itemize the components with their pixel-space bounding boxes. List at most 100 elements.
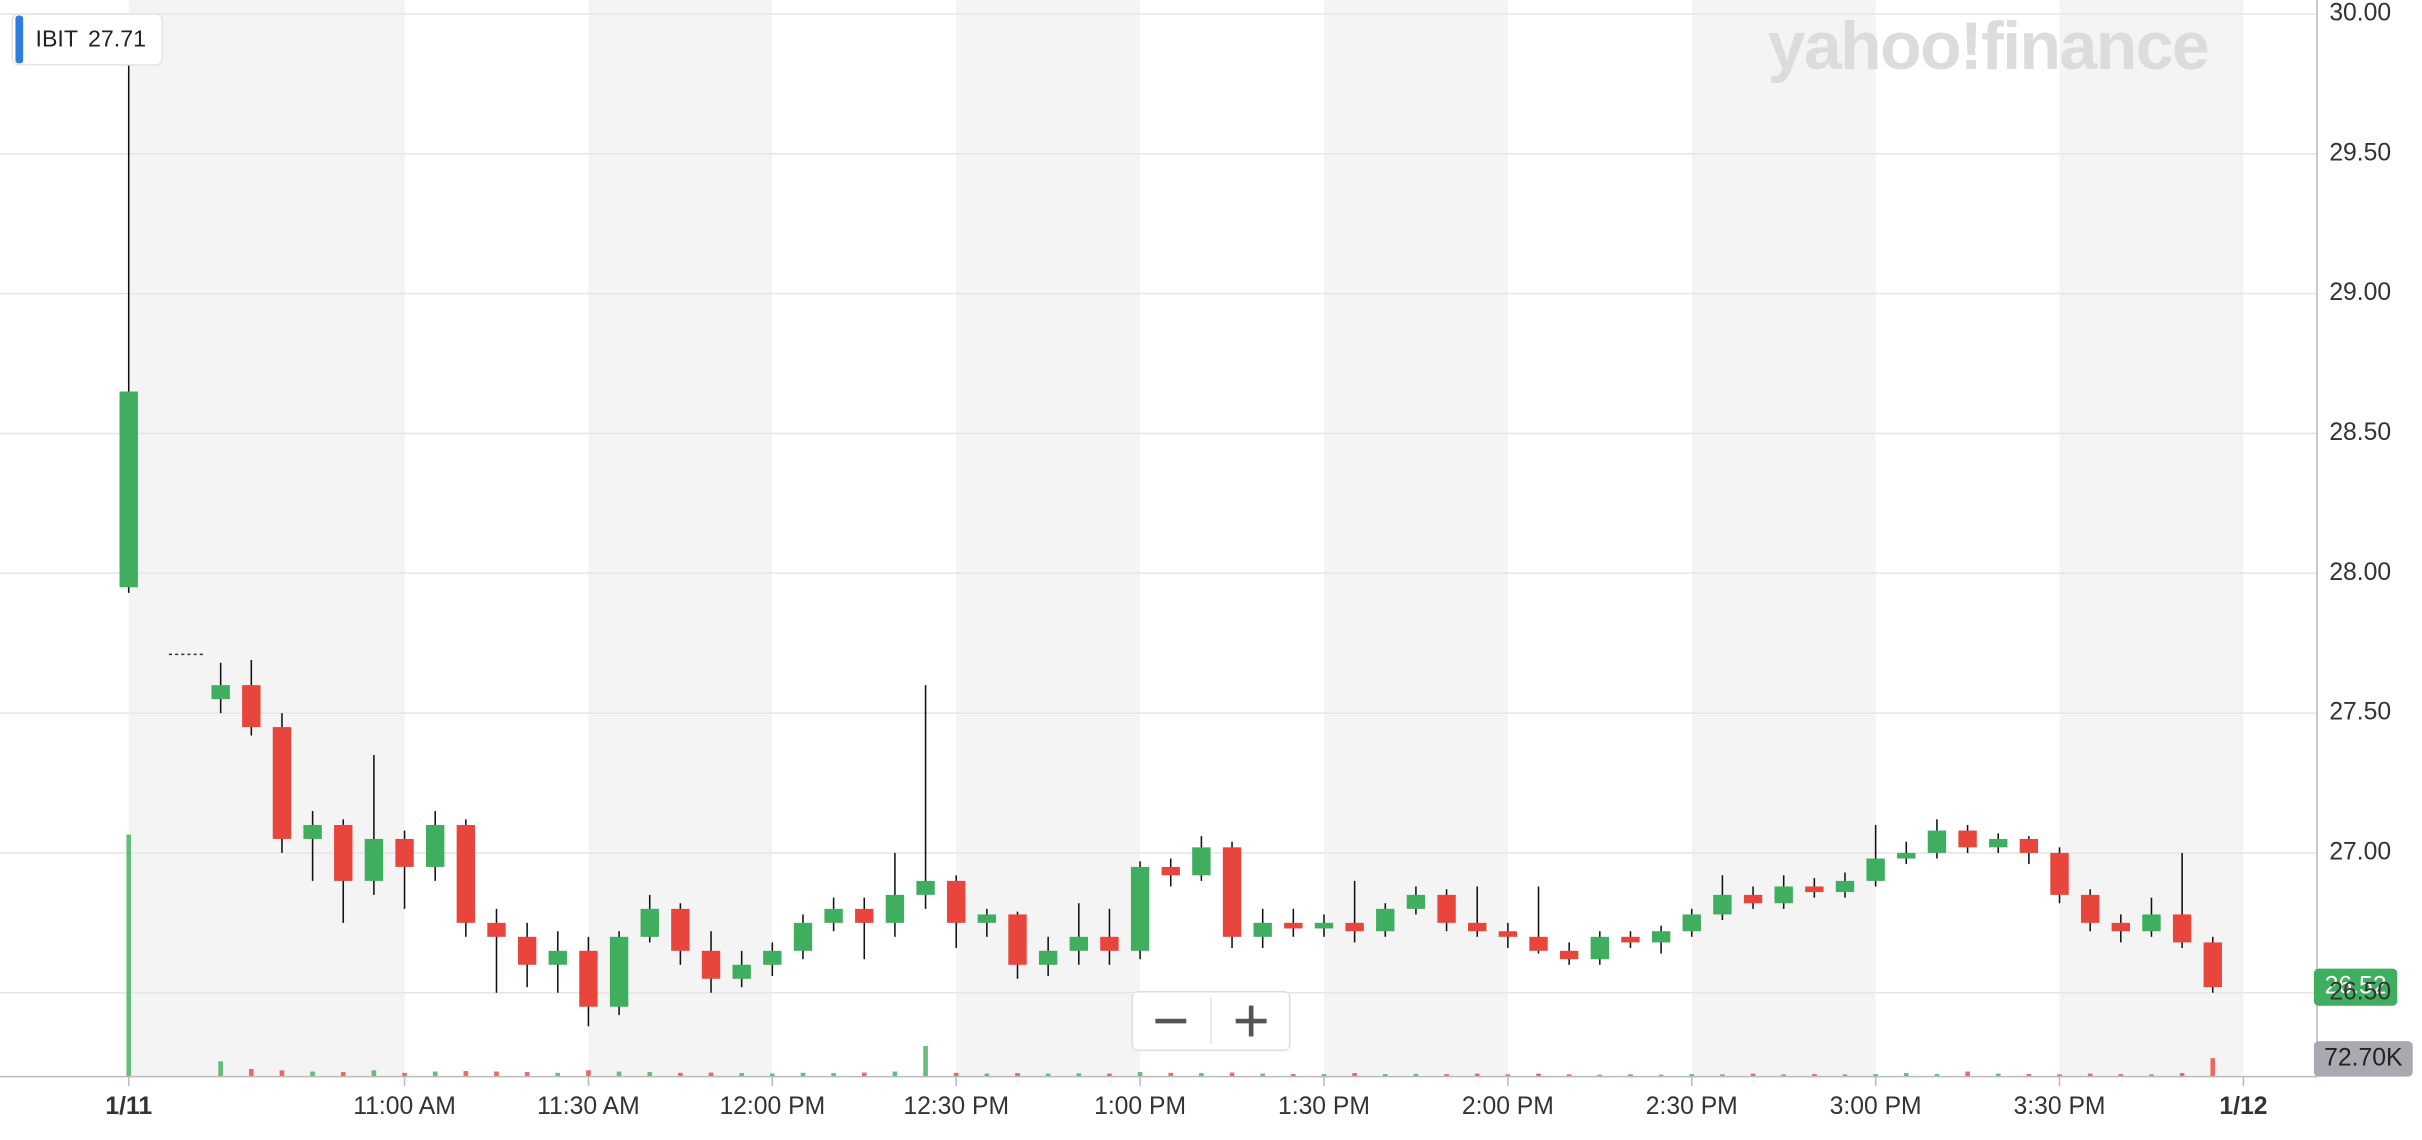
volume-bar (1321, 1074, 1327, 1077)
volume-bar (1076, 1073, 1082, 1077)
candle-body (456, 824, 476, 923)
legend-box (11, 13, 163, 66)
volume-bar (739, 1073, 744, 1077)
x-tick-label: 12:00 PM (719, 1093, 825, 1120)
candle-body (1376, 908, 1395, 932)
badges: 26.52 72.70K (2313, 968, 2413, 1077)
candle-body (1161, 866, 1180, 876)
candle-body (1437, 894, 1456, 923)
y-tick-label: 26.50 (2329, 978, 2391, 1005)
candle-body (1284, 922, 1303, 929)
x-tick-label: 2:00 PM (1462, 1093, 1554, 1120)
plot (119, 14, 2222, 1077)
last-volume-label: 72.70K (2324, 1044, 2403, 1071)
candle-body (1130, 866, 1150, 951)
candle-body (1529, 936, 1548, 951)
volume-bar (555, 1072, 561, 1077)
volume-bar (248, 1068, 254, 1077)
last-price-badge (2313, 968, 2398, 1006)
candle-body (1835, 880, 1855, 893)
volume-bar (861, 1072, 867, 1077)
volume-bar (1260, 1073, 1266, 1077)
zoom-out-button[interactable] (1133, 993, 1211, 1049)
volume-bar (770, 1073, 775, 1077)
candle-body (701, 950, 721, 979)
volume-bar (800, 1072, 806, 1077)
time-band (128, 0, 405, 1077)
volume-bar (1229, 1072, 1235, 1077)
candle-body (303, 824, 322, 839)
volume-bar (953, 1072, 959, 1077)
candle-body (1590, 936, 1610, 960)
y-tick-label: 27.00 (2329, 838, 2391, 865)
x-tick-label: 1/11 (105, 1093, 152, 1120)
volume-bar (2057, 1074, 2062, 1077)
candle-body (2050, 852, 2069, 895)
volume-bar (616, 1071, 622, 1077)
volume-bar (1352, 1073, 1357, 1077)
volume-bar (892, 1071, 898, 1077)
last-price-label: 26.52 (2325, 973, 2387, 1000)
volume-bar (2087, 1073, 2093, 1077)
y-tick-label: 27.50 (2329, 699, 2391, 726)
volume-bar (494, 1071, 499, 1077)
volume-bar (1750, 1073, 1756, 1077)
candle-body (1406, 894, 1426, 909)
volume-bar (279, 1070, 285, 1077)
candle-body (272, 727, 292, 839)
time-band (1691, 0, 1876, 1077)
zoom-in-button[interactable] (1212, 993, 1289, 1049)
candle-body (2203, 942, 2222, 988)
candle-body (1958, 830, 1977, 848)
volume-bar (1689, 1074, 1695, 1077)
y-tick-label: 28.00 (2329, 559, 2391, 586)
x-tick-label: 11:00 AM (353, 1093, 456, 1120)
candle-body (364, 838, 384, 881)
volume-bar (1934, 1074, 1940, 1077)
time-band (588, 0, 773, 1077)
volume-bar (218, 1061, 223, 1077)
background (0, 0, 2317, 1077)
volume-bar (340, 1072, 346, 1077)
volume-bar (2210, 1058, 2216, 1077)
volume-bar (678, 1072, 683, 1077)
candle-body (640, 908, 659, 937)
candle-body (211, 685, 230, 700)
candle-body (793, 922, 813, 951)
candle-body (1468, 922, 1487, 932)
volume-bar (1873, 1074, 1878, 1077)
candle-body (395, 838, 414, 867)
candle-body (977, 914, 997, 923)
candle-body (1038, 950, 1058, 965)
candle-body (1253, 922, 1272, 937)
y-tick-label: 30.00 (2329, 0, 2391, 27)
volume-bar (1812, 1074, 1817, 1077)
x-tick-label: 1/12 (2219, 1093, 2267, 1120)
candle-body (1774, 886, 1793, 904)
zoom-controls (1131, 990, 1291, 1052)
volume-bar (1045, 1073, 1051, 1077)
volume-bar (1628, 1074, 1633, 1077)
volume-bar (310, 1071, 315, 1077)
candle-body (1743, 894, 1763, 904)
x-tick-label: 1:30 PM (1278, 1093, 1370, 1120)
x-tick-label: 2:30 PM (1646, 1093, 1738, 1120)
volume-bar (2149, 1074, 2154, 1077)
candle-body (2172, 914, 2192, 943)
candle-body (763, 950, 782, 965)
time-band (956, 0, 1141, 1077)
volume-bar (1781, 1074, 1787, 1077)
y-tick-label: 29.00 (2329, 279, 2391, 306)
volume-bar (463, 1071, 469, 1077)
volume-bar (524, 1072, 530, 1077)
volume-bar (1720, 1074, 1725, 1077)
candle-body (579, 950, 598, 1007)
volume-bar (923, 1046, 928, 1077)
candle-body (1713, 894, 1732, 915)
volume-bar (2118, 1074, 2124, 1077)
candle-body (334, 824, 353, 881)
volume-bar (1474, 1073, 1480, 1077)
volume-bar (1382, 1074, 1388, 1077)
volume-bar (1199, 1073, 1204, 1077)
